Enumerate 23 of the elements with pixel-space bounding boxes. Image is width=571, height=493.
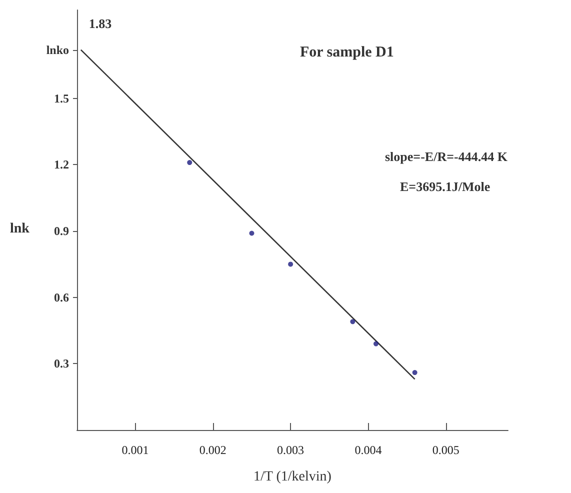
annotation: 1.83: [88, 16, 112, 31]
y-tick-label: 0.6: [54, 290, 69, 304]
annotation: E=3695.1J/Mole: [400, 179, 490, 194]
text: For sample D1: [300, 44, 394, 60]
y-axis-title: lnk: [10, 222, 30, 236]
x-axis-title: 1/T (1/kelvin): [254, 470, 332, 484]
x-tick-label: 0.001: [122, 443, 149, 457]
point: [187, 160, 192, 166]
x-tick-label: 0.002: [199, 443, 226, 457]
y-tick-label: 1.5: [54, 91, 69, 106]
point: [288, 262, 294, 267]
x-tick-label: 0.003: [277, 443, 304, 457]
annotation: slope=-E/R=-444.44 K: [385, 149, 508, 164]
y-tick-label: 0.9: [54, 224, 69, 238]
y-tick-label: 0.3: [54, 356, 69, 371]
point: [373, 341, 378, 346]
point: [412, 370, 418, 376]
x-tick-label: 0.005: [432, 443, 460, 457]
point: [249, 230, 254, 236]
point: [350, 319, 356, 324]
y-tick-label: lnko: [46, 42, 69, 57]
x-tick-label: 0.004: [354, 443, 382, 457]
y-tick-label: 1.2: [54, 158, 69, 172]
